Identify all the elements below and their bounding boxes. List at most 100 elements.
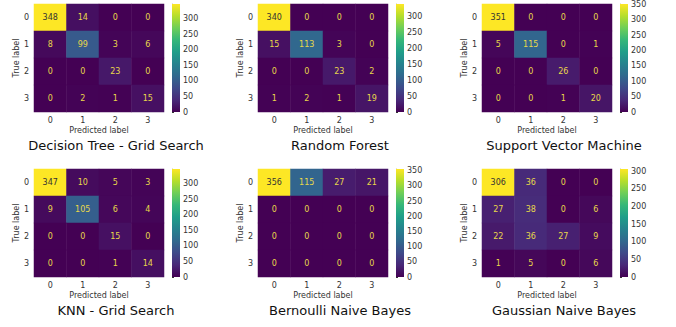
svg-text:0: 0 — [183, 273, 188, 282]
svg-text:2: 2 — [24, 232, 29, 241]
svg-text:0: 0 — [24, 13, 29, 22]
svg-text:1: 1 — [496, 259, 501, 268]
svg-text:50: 50 — [183, 92, 193, 101]
svg-text:113: 113 — [299, 40, 314, 49]
svg-text:0: 0 — [48, 116, 53, 125]
svg-text:0: 0 — [593, 178, 598, 187]
svg-text:0: 0 — [304, 67, 309, 76]
svg-text:0: 0 — [631, 273, 636, 282]
svg-text:5: 5 — [496, 40, 501, 49]
svg-text:15: 15 — [110, 232, 120, 241]
svg-text:3: 3 — [472, 94, 477, 103]
svg-text:27: 27 — [334, 178, 344, 187]
svg-text:22: 22 — [493, 232, 503, 241]
svg-text:2: 2 — [248, 67, 253, 76]
svg-text:105: 105 — [75, 205, 90, 214]
svg-text:True label: True label — [12, 204, 21, 244]
svg-text:15: 15 — [143, 94, 153, 103]
svg-text:347: 347 — [43, 178, 58, 187]
svg-text:0: 0 — [528, 94, 533, 103]
svg-text:0: 0 — [80, 259, 85, 268]
svg-text:36: 36 — [526, 232, 536, 241]
svg-text:100: 100 — [631, 77, 646, 86]
svg-text:0: 0 — [496, 116, 501, 125]
svg-text:0: 0 — [145, 67, 150, 76]
svg-text:15: 15 — [269, 40, 279, 49]
svg-text:0: 0 — [248, 13, 253, 22]
svg-text:True label: True label — [236, 39, 245, 79]
svg-text:200: 200 — [631, 46, 646, 55]
svg-text:2: 2 — [337, 281, 342, 290]
svg-text:6: 6 — [593, 259, 598, 268]
svg-text:14: 14 — [78, 13, 88, 22]
svg-text:0: 0 — [48, 94, 53, 103]
svg-text:250: 250 — [407, 28, 422, 37]
svg-text:Predicted label: Predicted label — [293, 291, 352, 300]
svg-text:100: 100 — [183, 241, 198, 250]
svg-text:250: 250 — [183, 195, 198, 204]
svg-text:Random Forest: Random Forest — [291, 138, 389, 153]
svg-text:0: 0 — [472, 13, 477, 22]
svg-text:0: 0 — [272, 281, 277, 290]
svg-text:356: 356 — [267, 178, 282, 187]
svg-text:19: 19 — [367, 94, 377, 103]
svg-text:True label: True label — [460, 204, 469, 244]
svg-text:0: 0 — [248, 178, 253, 187]
svg-text:9: 9 — [48, 205, 53, 214]
svg-text:0: 0 — [496, 67, 501, 76]
svg-text:Predicted label: Predicted label — [69, 291, 128, 300]
svg-text:0: 0 — [369, 259, 374, 268]
svg-text:Gaussian Naive Bayes: Gaussian Naive Bayes — [492, 303, 636, 318]
svg-text:250: 250 — [631, 31, 646, 40]
svg-text:2: 2 — [24, 67, 29, 76]
svg-text:0: 0 — [272, 232, 277, 241]
svg-text:23: 23 — [110, 67, 120, 76]
svg-text:50: 50 — [631, 255, 641, 264]
svg-text:300: 300 — [631, 167, 646, 176]
svg-text:0: 0 — [272, 116, 277, 125]
svg-text:2: 2 — [80, 94, 85, 103]
svg-text:27: 27 — [493, 205, 503, 214]
svg-text:0: 0 — [272, 67, 277, 76]
svg-text:5: 5 — [528, 259, 533, 268]
svg-text:6: 6 — [145, 40, 150, 49]
svg-text:21: 21 — [367, 178, 377, 187]
svg-text:1: 1 — [24, 205, 29, 214]
svg-text:350: 350 — [631, 0, 646, 9]
svg-text:200: 200 — [631, 202, 646, 211]
svg-text:3: 3 — [369, 281, 374, 290]
svg-text:0: 0 — [631, 108, 636, 117]
svg-text:0: 0 — [561, 178, 566, 187]
svg-text:0: 0 — [145, 232, 150, 241]
svg-text:306: 306 — [491, 178, 506, 187]
svg-text:3: 3 — [369, 116, 374, 125]
svg-text:100: 100 — [183, 76, 198, 85]
svg-text:250: 250 — [407, 197, 422, 206]
svg-text:20: 20 — [591, 94, 601, 103]
svg-text:Predicted label: Predicted label — [69, 126, 128, 135]
svg-text:26: 26 — [558, 67, 568, 76]
svg-text:Predicted label: Predicted label — [517, 291, 576, 300]
svg-text:100: 100 — [631, 237, 646, 246]
svg-text:0: 0 — [369, 232, 374, 241]
svg-text:True label: True label — [236, 204, 245, 244]
svg-text:9: 9 — [593, 232, 598, 241]
svg-text:50: 50 — [631, 92, 641, 101]
svg-text:0: 0 — [48, 67, 53, 76]
svg-text:0: 0 — [48, 259, 53, 268]
svg-text:4: 4 — [145, 205, 150, 214]
svg-text:0: 0 — [183, 108, 188, 117]
svg-text:348: 348 — [43, 13, 58, 22]
svg-text:3: 3 — [145, 281, 150, 290]
svg-text:100: 100 — [407, 242, 422, 251]
svg-text:0: 0 — [407, 108, 412, 117]
svg-text:200: 200 — [183, 210, 198, 219]
svg-text:150: 150 — [183, 226, 198, 235]
svg-text:0: 0 — [48, 232, 53, 241]
svg-text:2: 2 — [337, 116, 342, 125]
svg-text:Support Vector Machine: Support Vector Machine — [486, 138, 642, 153]
svg-text:0: 0 — [272, 205, 277, 214]
svg-text:0: 0 — [528, 67, 533, 76]
svg-text:1: 1 — [528, 281, 533, 290]
svg-text:1: 1 — [304, 116, 309, 125]
